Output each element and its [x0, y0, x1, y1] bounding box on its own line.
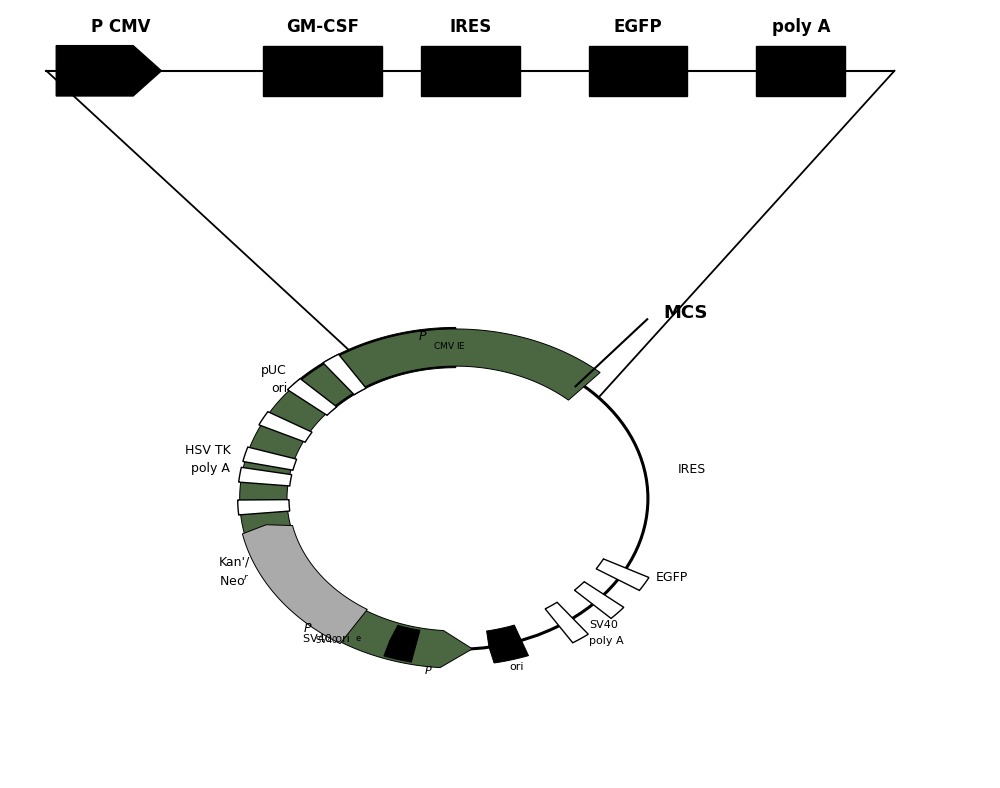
Text: f1: f1 — [509, 647, 520, 656]
Text: $\mathit{P}$: $\mathit{P}$ — [418, 329, 428, 343]
Text: Kan'/: Kan'/ — [219, 556, 250, 569]
Polygon shape — [545, 602, 588, 643]
Text: GM-CSF: GM-CSF — [286, 18, 359, 36]
Text: ori: ori — [271, 382, 287, 395]
Polygon shape — [243, 447, 297, 470]
Polygon shape — [294, 328, 462, 411]
Polygon shape — [323, 355, 366, 395]
FancyArrow shape — [56, 46, 161, 96]
Bar — [589, 46, 687, 96]
Text: pUC: pUC — [261, 363, 287, 377]
Text: EGFP: EGFP — [614, 18, 662, 36]
Polygon shape — [242, 525, 367, 644]
Text: SV40: SV40 — [589, 620, 618, 630]
Text: $\mathregular{CMV\ IE}$: $\mathregular{CMV\ IE}$ — [433, 340, 465, 351]
Polygon shape — [487, 625, 528, 663]
Polygon shape — [259, 411, 312, 442]
Text: SV40 ori: SV40 ori — [303, 634, 350, 644]
Text: IRES: IRES — [449, 18, 492, 36]
Text: Neo$^r$: Neo$^r$ — [219, 574, 250, 589]
Bar — [756, 46, 845, 96]
Polygon shape — [287, 378, 337, 415]
Text: $\mathregular{e}$: $\mathregular{e}$ — [355, 634, 361, 643]
Polygon shape — [238, 500, 290, 515]
Polygon shape — [574, 582, 624, 619]
Text: MCS: MCS — [663, 304, 708, 322]
Bar — [421, 46, 520, 96]
Text: poly A: poly A — [589, 636, 624, 646]
Text: P CMV: P CMV — [91, 18, 150, 36]
Text: $\mathit{P}$: $\mathit{P}$ — [303, 622, 312, 634]
Text: IRES: IRES — [678, 463, 706, 476]
Text: $\mathit{P}$: $\mathit{P}$ — [424, 664, 433, 676]
Text: ori: ori — [509, 662, 524, 672]
Bar — [263, 46, 382, 96]
Polygon shape — [596, 559, 649, 590]
Text: EGFP: EGFP — [656, 571, 688, 585]
Text: poly A: poly A — [772, 18, 830, 36]
Text: poly A: poly A — [191, 463, 230, 475]
Text: HSV TK: HSV TK — [185, 444, 230, 457]
Polygon shape — [239, 467, 292, 486]
Polygon shape — [240, 329, 600, 667]
Polygon shape — [384, 626, 420, 662]
Text: $\mathregular{SV40}$: $\mathregular{SV40}$ — [315, 634, 338, 645]
